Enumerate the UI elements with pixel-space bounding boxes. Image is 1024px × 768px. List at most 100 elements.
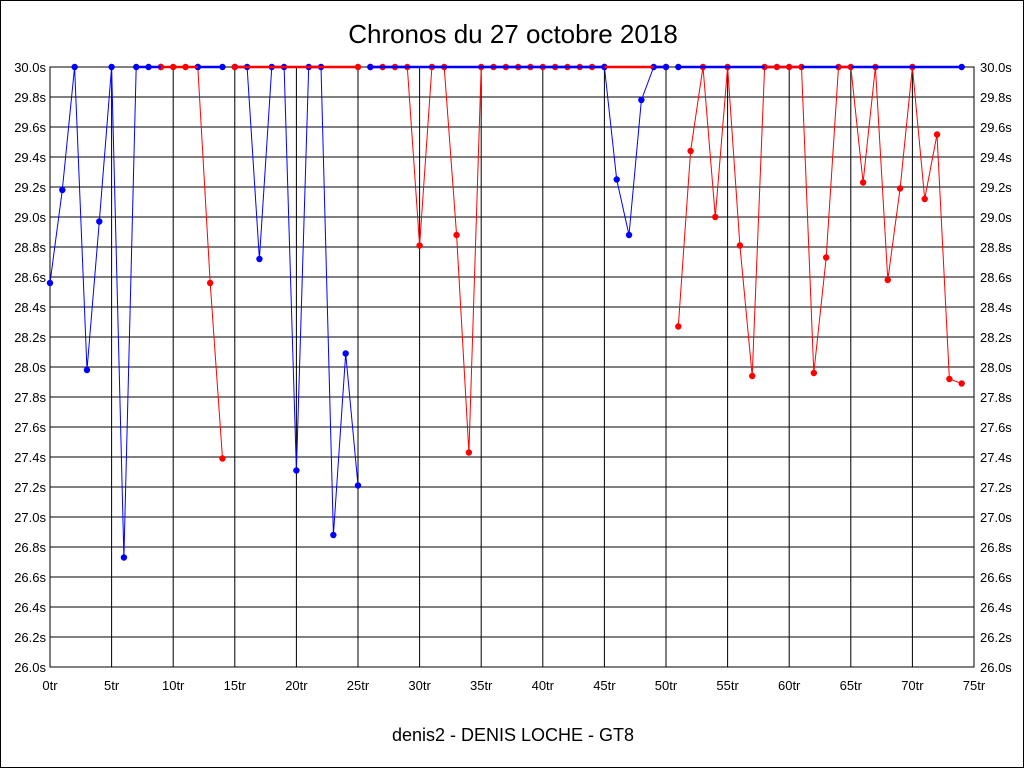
x-tick-label: 75tr — [963, 678, 986, 693]
x-tick-label: 40tr — [532, 678, 555, 693]
data-point — [453, 231, 460, 239]
data-point — [896, 185, 904, 192]
y-tick-label-right: 28.0s — [980, 360, 1012, 375]
series-line — [370, 66, 666, 453]
series-line — [370, 66, 666, 236]
y-tick-label-left: 28.8s — [14, 240, 46, 255]
data-point — [416, 242, 423, 249]
data-point — [712, 213, 719, 221]
y-tick-label-left: 27.2s — [14, 480, 46, 495]
series-segment-red — [675, 63, 965, 387]
y-tick-label-right: 28.8s — [980, 240, 1012, 255]
y-tick-label-left: 27.6s — [14, 420, 46, 435]
y-tick-label-right: 29.6s — [980, 120, 1012, 135]
data-point — [675, 323, 682, 330]
data-point — [206, 279, 214, 287]
y-tick-label-left: 26.8s — [14, 540, 46, 555]
data-point — [810, 369, 818, 377]
data-point — [354, 482, 362, 489]
data-point — [749, 372, 756, 380]
series-line — [677, 66, 962, 384]
series-line — [160, 66, 223, 459]
data-point — [625, 231, 633, 239]
y-tick-label-left: 26.4s — [14, 600, 46, 615]
x-tick-label: 10tr — [162, 678, 185, 693]
y-tick-label-left: 26.6s — [14, 570, 46, 585]
data-point — [256, 255, 263, 263]
y-tick-label-left: 26.0s — [14, 660, 46, 675]
x-tick-label: 45tr — [593, 678, 616, 693]
grid — [49, 66, 975, 668]
y-tick-label-left: 27.8s — [14, 390, 46, 405]
data-point — [465, 449, 473, 456]
x-tick-label: 20tr — [285, 678, 308, 693]
chart-footer: denis2 - DENIS LOCHE - GT8 — [392, 725, 634, 745]
series-line — [49, 66, 161, 558]
y-tick-label-left: 29.0s — [14, 210, 46, 225]
series-segment-blue — [367, 63, 670, 239]
y-tick-label-right: 28.6s — [980, 270, 1012, 285]
y-tick-label-right: 28.2s — [980, 330, 1012, 345]
y-tick-label-left: 28.4s — [14, 300, 46, 315]
y-tick-label-left: 29.8s — [14, 90, 46, 105]
data-point — [859, 179, 867, 186]
data-point — [342, 350, 349, 357]
data-point — [736, 242, 744, 249]
x-tick-label: 25tr — [347, 678, 370, 693]
y-tick-label-right: 29.8s — [980, 90, 1012, 105]
data-point — [83, 366, 91, 374]
y-tick-label-right: 29.0s — [980, 210, 1012, 225]
chart-title: Chronos du 27 octobre 2018 — [348, 19, 678, 49]
data-point — [933, 131, 941, 138]
x-tick-label: 55tr — [716, 678, 739, 693]
data-point — [613, 176, 620, 183]
y-tick-label-right: 26.2s — [980, 630, 1012, 645]
y-tick-label-right: 27.8s — [980, 390, 1012, 405]
data-point — [46, 279, 54, 287]
y-tick-label-left: 28.0s — [14, 360, 46, 375]
y-tick-label-left: 29.6s — [14, 120, 46, 135]
y-tick-label-left: 29.2s — [14, 180, 46, 195]
y-tick-label-right: 27.6s — [980, 420, 1012, 435]
x-tick-label: 65tr — [840, 678, 863, 693]
x-tick-label: 0tr — [42, 678, 58, 693]
data-point — [687, 147, 694, 155]
data-point — [293, 467, 300, 474]
x-tick-label: 30tr — [408, 678, 431, 693]
y-tick-label-left: 27.4s — [14, 450, 46, 465]
data-point — [638, 96, 645, 104]
x-tick-label: 5tr — [104, 678, 120, 693]
y-tick-label-right: 30.0s — [980, 60, 1012, 75]
data-point — [71, 63, 78, 71]
x-tick-label: 50tr — [655, 678, 678, 693]
data-point — [958, 380, 965, 387]
y-tick-label-right: 27.0s — [980, 510, 1012, 525]
series — [46, 63, 965, 561]
y-tick-label-left: 28.6s — [14, 270, 46, 285]
y-tick-label-right: 29.2s — [980, 180, 1012, 195]
data-point — [108, 63, 115, 71]
y-tick-label-right: 26.0s — [980, 660, 1012, 675]
y-tick-label-right: 27.4s — [980, 450, 1012, 465]
data-point — [921, 195, 928, 203]
x-tick-label: 35tr — [470, 678, 493, 693]
y-tick-label-right: 26.6s — [980, 570, 1012, 585]
y-tick-label-left: 28.2s — [14, 330, 46, 345]
x-tick-label: 60tr — [778, 678, 801, 693]
y-tick-label-right: 26.8s — [980, 540, 1012, 555]
y-tick-label-right: 28.4s — [980, 300, 1012, 315]
data-point — [884, 276, 891, 284]
data-point — [822, 254, 830, 261]
y-tick-label-left: 29.4s — [14, 150, 46, 165]
series-segment-red — [157, 63, 226, 462]
y-tick-label-right: 27.2s — [980, 480, 1012, 495]
y-tick-label-left: 26.2s — [14, 630, 46, 645]
data-point — [96, 218, 103, 225]
y-tick-label-left: 27.0s — [14, 510, 46, 525]
y-tick-label-right: 29.4s — [980, 150, 1012, 165]
x-tick-label: 15tr — [224, 678, 247, 693]
series-segment-blue — [46, 63, 165, 561]
data-point — [219, 455, 226, 462]
